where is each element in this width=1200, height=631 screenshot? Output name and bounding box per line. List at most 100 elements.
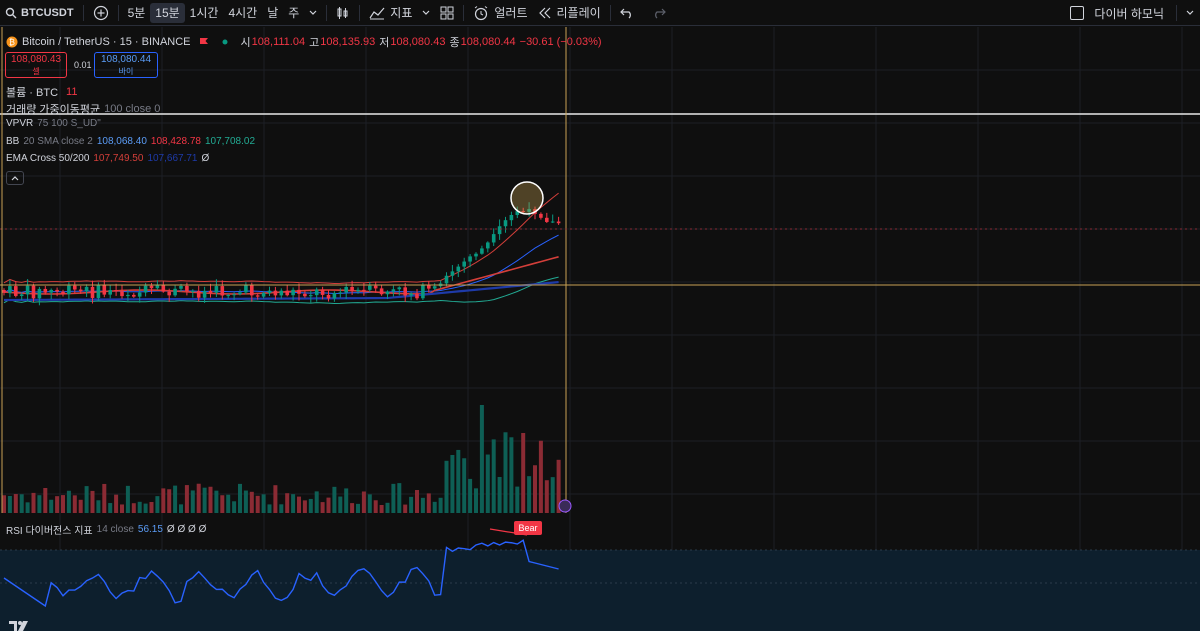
candle-body bbox=[427, 285, 431, 289]
volume-bar bbox=[232, 501, 237, 513]
undo-icon bbox=[619, 8, 631, 18]
volume-bar bbox=[49, 499, 54, 513]
volume-bar bbox=[332, 486, 337, 513]
interval-dropdown[interactable] bbox=[304, 0, 322, 26]
rsi-line bbox=[3, 539, 559, 608]
candle-body bbox=[126, 294, 130, 297]
ema-name: EMA Cross 50/200 bbox=[6, 153, 90, 164]
volume-bar bbox=[438, 497, 443, 513]
tradingview-logo-icon bbox=[9, 621, 28, 631]
interval-1h[interactable]: 1시간 bbox=[189, 6, 219, 20]
vpvr-params: 75 100 S_UD" bbox=[37, 118, 101, 129]
candle-body bbox=[415, 293, 419, 299]
interval-day[interactable]: 날 bbox=[267, 6, 279, 20]
interval-week[interactable]: 주 bbox=[288, 6, 300, 20]
redo-button[interactable] bbox=[647, 0, 671, 26]
candle-body bbox=[132, 294, 136, 297]
indicators-dropdown[interactable] bbox=[417, 0, 435, 26]
volume-bar bbox=[509, 437, 514, 513]
volume-bar bbox=[202, 487, 207, 513]
candle-body bbox=[362, 289, 366, 291]
volume-bar bbox=[72, 495, 77, 513]
chevron-down-icon bbox=[422, 10, 430, 15]
chevron-down-icon bbox=[1186, 10, 1194, 15]
volume-bar bbox=[415, 490, 419, 513]
candle-body bbox=[31, 285, 36, 299]
ema-slow: 107,667.71 bbox=[147, 153, 198, 164]
volume-bar bbox=[102, 483, 107, 513]
chart-type-button[interactable] bbox=[331, 0, 355, 26]
volume-bar bbox=[356, 503, 360, 513]
volume-bar bbox=[143, 503, 148, 513]
sell-button[interactable]: 108,080.43 셀 bbox=[5, 52, 67, 78]
volume-bar bbox=[137, 501, 142, 513]
open-value: 108,111.04 bbox=[251, 36, 306, 48]
candle-body bbox=[202, 290, 207, 298]
candle-body bbox=[149, 285, 154, 289]
divider bbox=[117, 4, 119, 21]
volume-bar bbox=[273, 485, 278, 513]
candle-body bbox=[37, 288, 42, 299]
candle-body bbox=[432, 286, 437, 289]
ema-extra: Ø bbox=[201, 153, 210, 164]
volume-bar bbox=[255, 495, 260, 513]
candle-body bbox=[462, 261, 466, 267]
vwma-legend[interactable]: 거래량 가중이동평균 100 close 0 bbox=[6, 101, 164, 117]
interval-4h[interactable]: 4시간 bbox=[228, 6, 258, 20]
volume-legend[interactable]: 볼륨 · BTC 11 bbox=[6, 84, 81, 100]
volume-bar bbox=[13, 494, 18, 513]
volume-bar bbox=[249, 491, 254, 513]
rsi-legend[interactable]: RSI 다이버전스 지표 14 close 56.15 Ø Ø Ø Ø bbox=[6, 522, 210, 537]
volume-bar bbox=[403, 504, 408, 513]
volume-histogram bbox=[2, 405, 561, 513]
vpvr-name: VPVR bbox=[6, 118, 34, 129]
layout-dropdown[interactable] bbox=[1181, 0, 1200, 26]
candle-body bbox=[279, 290, 284, 296]
volume-bar bbox=[344, 488, 349, 513]
bb-upper: 108,428.78 bbox=[150, 136, 201, 147]
undo-button[interactable] bbox=[615, 0, 639, 26]
volume-bar bbox=[444, 460, 449, 513]
buy-button[interactable]: 108,080.44 바이 bbox=[94, 52, 158, 78]
dark-mode-toggle[interactable]: 다이버 하모닉 bbox=[1065, 0, 1172, 26]
volume-bar bbox=[468, 478, 473, 513]
candle-body bbox=[90, 286, 95, 298]
candle-body bbox=[96, 285, 101, 298]
symbol-search[interactable]: BTCUSDT bbox=[0, 0, 79, 26]
alert-button[interactable]: 얼러트 bbox=[468, 0, 532, 26]
candle-body bbox=[444, 275, 449, 284]
volume-bar bbox=[267, 504, 272, 513]
volume-bar bbox=[385, 502, 390, 513]
low-label: 저 bbox=[379, 37, 390, 49]
volume-bar bbox=[7, 495, 12, 513]
layouts-button[interactable] bbox=[435, 0, 459, 26]
change-value: −30.61 (−0.03%) bbox=[519, 36, 602, 48]
replay-button[interactable]: 리플레이 bbox=[533, 0, 606, 26]
indicators-button[interactable]: 지표 bbox=[364, 0, 417, 26]
volume-bar bbox=[131, 503, 136, 513]
bb-upper-line bbox=[3, 192, 559, 285]
candle-body bbox=[78, 289, 83, 292]
ema-fast: 107,749.50 bbox=[93, 153, 144, 164]
candle-body bbox=[214, 286, 219, 293]
candle-body bbox=[191, 290, 195, 292]
vpvr-legend[interactable]: VPVR 75 100 S_UD" bbox=[6, 118, 105, 129]
search-icon bbox=[5, 7, 17, 18]
interval-5m[interactable]: 5분 bbox=[127, 6, 146, 20]
volume-bar bbox=[326, 497, 331, 513]
candle-body bbox=[173, 288, 177, 296]
bb-legend[interactable]: BB 20 SMA close 2 108,068.40 108,428.78 … bbox=[6, 136, 259, 147]
interval-15m[interactable]: 15분 bbox=[150, 2, 185, 23]
candle-body bbox=[19, 294, 24, 296]
volume-bar bbox=[220, 495, 225, 513]
candle-body bbox=[379, 288, 384, 295]
ema-legend[interactable]: EMA Cross 50/200 107,749.50 107,667.71 Ø bbox=[6, 153, 213, 164]
candle-body bbox=[303, 293, 307, 297]
volume-bar bbox=[479, 405, 484, 513]
candle-body bbox=[545, 217, 549, 222]
candle-body bbox=[450, 271, 455, 276]
compare-button[interactable] bbox=[88, 0, 114, 26]
collapse-legend-button[interactable] bbox=[6, 171, 24, 185]
symbol-title: Bitcoin / TetherUS · 15 · BINANCE bbox=[22, 36, 191, 48]
